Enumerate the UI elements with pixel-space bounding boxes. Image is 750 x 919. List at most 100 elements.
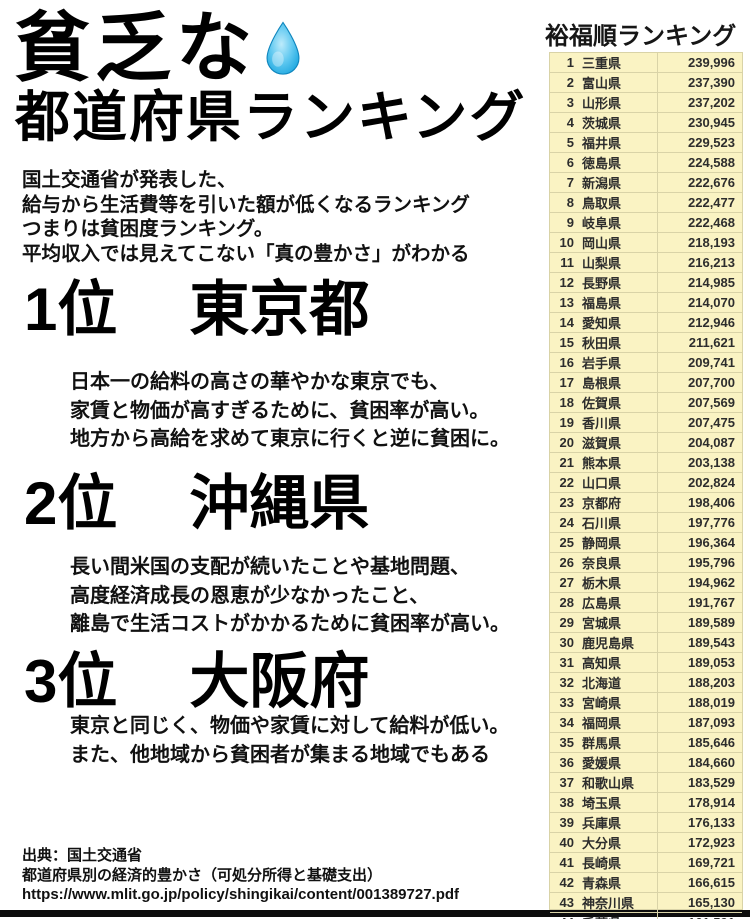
rank-cell: 30	[559, 635, 574, 650]
table-row: 1 三重県 239,996	[550, 53, 742, 73]
rank-cell: 14	[559, 315, 574, 330]
prefecture-cell: 新潟県	[582, 176, 622, 191]
prefecture-cell: 宮城県	[582, 616, 622, 631]
prefecture-cell: 群馬県	[582, 736, 622, 751]
rank2-prefecture: 沖縄県	[189, 470, 370, 537]
value-cell: 214,070	[657, 293, 742, 312]
value-cell: 184,660	[657, 753, 742, 772]
rank-cell: 16	[559, 355, 574, 370]
table-row: 15 秋田県 211,621	[550, 333, 742, 353]
rank-cell: 3	[566, 95, 574, 110]
prefecture-cell: 兵庫県	[582, 816, 622, 831]
table-row: 39 兵庫県 176,133	[550, 813, 742, 833]
table-row: 23 京都府 198,406	[550, 493, 742, 513]
desc-line: 離島で生活コストがかかるために貧困率が高い。	[70, 613, 510, 635]
value-cell: 222,468	[657, 213, 742, 232]
value-cell: 198,406	[657, 493, 742, 512]
value-cell: 189,589	[657, 613, 742, 632]
rank-cell: 38	[559, 795, 574, 810]
rank-cell: 10	[559, 235, 574, 250]
table-row: 29 宮城県 189,589	[550, 613, 742, 633]
page-title-line1: 貧乏な	[14, 3, 257, 92]
table-row: 28 広島県 191,767	[550, 593, 742, 613]
prefecture-cell: 京都府	[582, 496, 622, 511]
intro-text: 国土交通省が発表した、 給与から生活費等を引いた額が低くなるランキング つまりは…	[22, 168, 470, 266]
value-cell: 237,202	[657, 93, 742, 112]
desc-line: 東京と同じく、物価や家賃に対して給料が低い。	[70, 715, 510, 737]
table-row: 26 奈良県 195,796	[550, 553, 742, 573]
rank-cell: 40	[559, 835, 574, 850]
table-row: 27 栃木県 194,962	[550, 573, 742, 593]
prefecture-cell: 富山県	[582, 76, 622, 91]
bottom-border-bar	[0, 910, 750, 917]
value-cell: 222,477	[657, 193, 742, 212]
rank-cell: 22	[559, 475, 574, 490]
value-cell: 237,390	[657, 73, 742, 92]
desc-line: 家賃と物価が高すぎるために、貧困率が高い。	[70, 399, 490, 422]
rank-cell: 8	[566, 195, 574, 210]
prefecture-cell: 秋田県	[582, 336, 622, 351]
table-row: 2 富山県 237,390	[550, 73, 742, 93]
value-cell: 222,676	[657, 173, 742, 192]
table-row: 32 北海道 188,203	[550, 673, 742, 693]
value-cell: 204,087	[657, 433, 742, 452]
prefecture-cell: 長野県	[582, 276, 622, 291]
value-cell: 224,588	[657, 153, 742, 172]
value-cell: 196,364	[657, 533, 742, 552]
rank-cell: 20	[559, 435, 574, 450]
rank-cell: 9	[566, 215, 574, 230]
rank-cell: 26	[559, 555, 574, 570]
value-cell: 188,203	[657, 673, 742, 692]
rank-cell: 23	[559, 495, 574, 510]
rank-cell: 27	[559, 575, 574, 590]
rank-cell: 28	[559, 595, 574, 610]
table-row: 8 鳥取県 222,477	[550, 193, 742, 213]
table-row: 22 山口県 202,824	[550, 473, 742, 493]
value-cell: 195,796	[657, 553, 742, 572]
table-row: 24 石川県 197,776	[550, 513, 742, 533]
desc-line: また、他地域から貧困者が集まる地域でもある	[70, 743, 490, 766]
table-row: 13 福島県 214,070	[550, 293, 742, 313]
rank-cell: 42	[559, 875, 574, 890]
value-cell: 211,621	[657, 333, 742, 352]
value-cell: 187,093	[657, 713, 742, 732]
prefecture-cell: 島根県	[582, 376, 622, 391]
prefecture-cell: 高知県	[582, 656, 622, 671]
value-cell: 203,138	[657, 453, 742, 472]
prefecture-cell: 鳥取県	[582, 196, 622, 211]
value-cell: 166,615	[657, 873, 742, 892]
rank-cell: 15	[559, 335, 574, 350]
prefecture-cell: 静岡県	[582, 536, 622, 551]
prefecture-cell: 奈良県	[582, 556, 622, 571]
prefecture-cell: 三重県	[582, 56, 622, 71]
rank-cell: 41	[559, 855, 574, 870]
value-cell: 188,019	[657, 693, 742, 712]
table-row: 5 福井県 229,523	[550, 133, 742, 153]
value-cell: 176,133	[657, 813, 742, 832]
rank-cell: 6	[566, 155, 574, 170]
value-cell: 185,646	[657, 733, 742, 752]
value-cell: 209,741	[657, 353, 742, 372]
rank3-prefecture: 大阪府	[189, 648, 370, 715]
table-row: 31 高知県 189,053	[550, 653, 742, 673]
table-row: 40 大分県 172,923	[550, 833, 742, 853]
rank1-prefecture: 東京都	[189, 276, 370, 343]
rank3-heading: 3位 大阪府	[24, 650, 369, 714]
value-cell: 161,591	[657, 913, 742, 919]
prefecture-cell: 青森県	[582, 876, 622, 891]
rank2-heading: 2位 沖縄県	[24, 472, 369, 536]
table-row: 10 岡山県 218,193	[550, 233, 742, 253]
prefecture-cell: 香川県	[582, 416, 622, 431]
table-row: 35 群馬県 185,646	[550, 733, 742, 753]
table-row: 14 愛知県 212,946	[550, 313, 742, 333]
table-row: 44千葉県161,591	[550, 913, 742, 919]
value-cell: 169,721	[657, 853, 742, 872]
table-row: 33 宮崎県 188,019	[550, 693, 742, 713]
prefecture-cell: 山口県	[582, 476, 622, 491]
value-cell: 229,523	[657, 133, 742, 152]
table-row: 34 福岡県 187,093	[550, 713, 742, 733]
rank3-label: 3位	[24, 648, 118, 715]
table-row: 20 滋賀県 204,087	[550, 433, 742, 453]
prefecture-cell: 山形県	[582, 96, 622, 111]
rank3-description: 東京と同じく、物価や家賃に対して給料が低い。 また、他地域から貧困者が集まる地域…	[70, 712, 509, 769]
